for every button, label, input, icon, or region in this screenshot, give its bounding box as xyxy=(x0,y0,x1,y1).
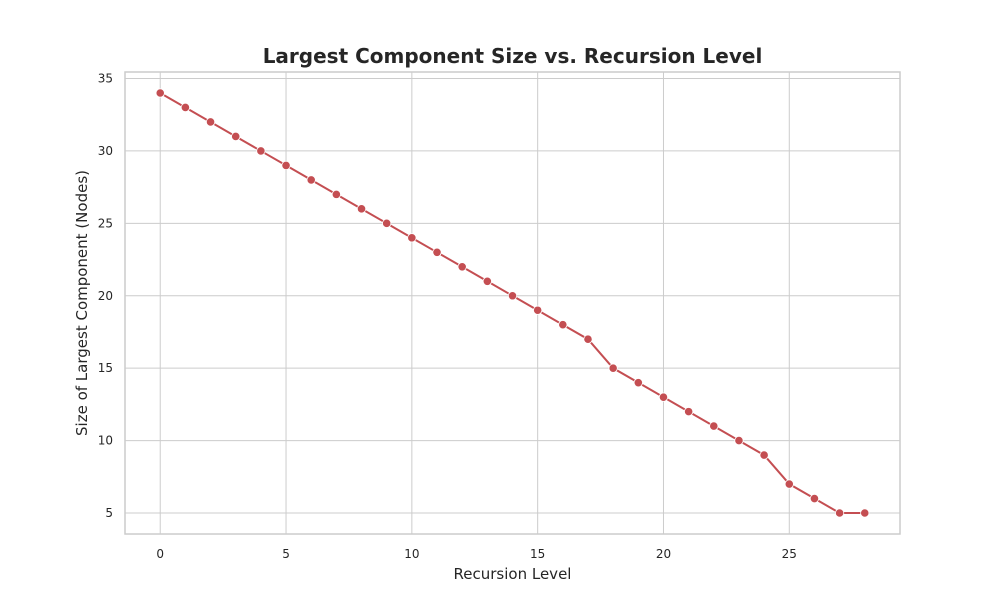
data-point xyxy=(331,189,341,199)
y-tick-label: 20 xyxy=(98,289,113,303)
data-point xyxy=(306,175,316,185)
data-point xyxy=(709,421,719,431)
grid-layer xyxy=(125,72,900,534)
data-point xyxy=(658,392,669,402)
data-point xyxy=(809,493,820,504)
y-tick-label: 5 xyxy=(105,506,113,520)
data-point xyxy=(759,450,769,460)
data-point xyxy=(633,378,643,388)
data-point xyxy=(281,160,291,171)
y-tick-label: 25 xyxy=(98,216,113,230)
y-tick-label: 15 xyxy=(98,361,113,375)
data-point xyxy=(382,218,392,228)
data-point xyxy=(583,334,593,344)
data-point xyxy=(256,146,266,156)
chart-title: Largest Component Size vs. Recursion Lev… xyxy=(263,44,763,68)
data-point xyxy=(155,88,165,98)
data-point xyxy=(784,479,794,489)
x-tick-label: 25 xyxy=(782,547,797,561)
data-point xyxy=(356,204,367,214)
data-point xyxy=(231,131,241,142)
y-axis-label: Size of Largest Component (Nodes) xyxy=(73,170,91,436)
data-point xyxy=(608,363,618,373)
x-tick-label: 0 xyxy=(156,547,164,561)
data-point xyxy=(205,117,216,127)
data-point xyxy=(482,276,492,286)
x-tick-label: 20 xyxy=(656,547,671,561)
x-tick-label: 5 xyxy=(282,547,290,561)
data-point xyxy=(507,291,518,301)
y-tick-label: 30 xyxy=(98,144,113,158)
series-line xyxy=(159,92,865,514)
series-layer xyxy=(155,88,870,518)
data-point xyxy=(407,233,417,243)
data-point xyxy=(734,435,744,446)
data-point xyxy=(835,508,845,518)
x-axis-label: Recursion Level xyxy=(454,565,572,583)
plot-frame xyxy=(124,71,901,535)
data-point xyxy=(860,508,870,518)
y-tick-label: 10 xyxy=(98,434,113,448)
x-tick-label: 15 xyxy=(530,547,545,561)
y-tick-label: 35 xyxy=(98,72,113,86)
data-point xyxy=(533,305,543,315)
tick-layer: 0 5 10 15 20 25 5 10 15 20 25 30 35 xyxy=(98,72,797,561)
data-point xyxy=(432,247,442,257)
data-point xyxy=(180,102,190,113)
data-point xyxy=(684,407,694,417)
data-point xyxy=(558,320,568,330)
data-point xyxy=(457,262,467,272)
x-tick-label: 10 xyxy=(404,547,419,561)
